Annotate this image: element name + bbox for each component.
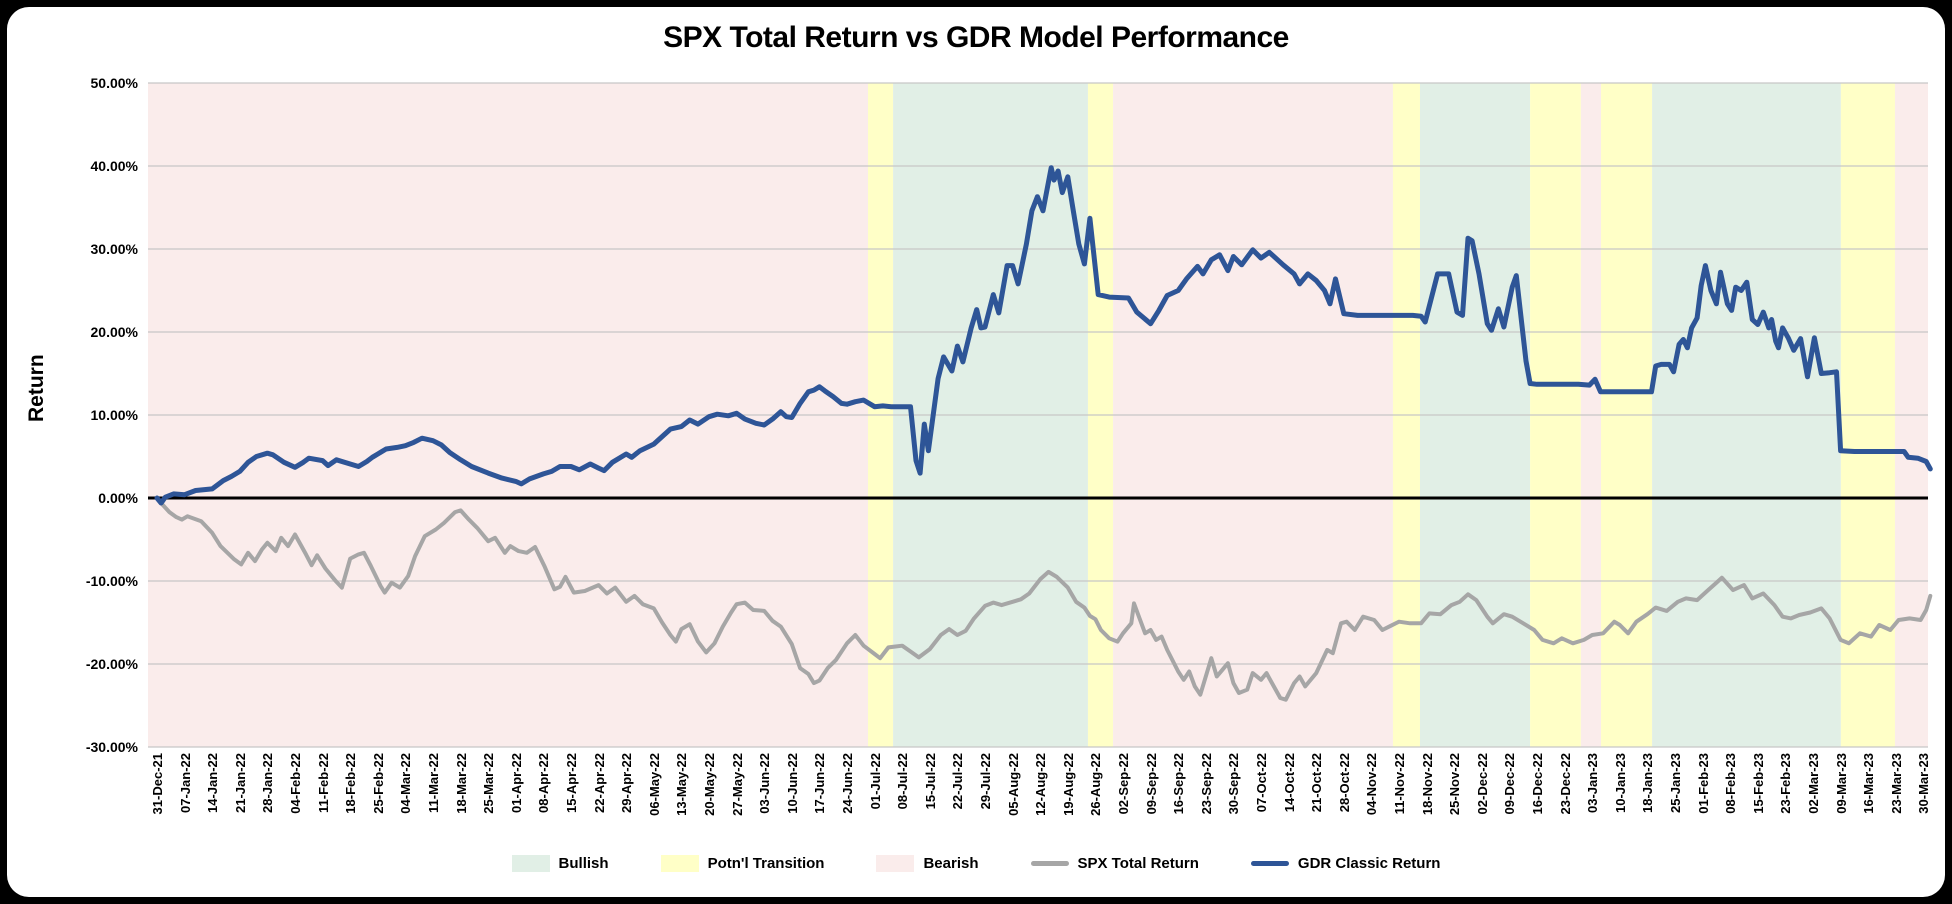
x-tick-label: 23-Sep-22 — [1198, 753, 1214, 815]
x-tick-label: 31-Dec-21 — [150, 753, 165, 815]
legend-item-spx-total-return: SPX Total Return — [1030, 855, 1199, 872]
legend-swatch — [660, 855, 699, 872]
x-tick-label: 23-Mar-23 — [1888, 753, 1904, 814]
x-tick-label: 18-Jan-23 — [1640, 753, 1656, 813]
x-tick-label: 10-Jan-23 — [1612, 753, 1628, 813]
x-tick-label: 09-Dec-22 — [1502, 753, 1518, 815]
legend-label: Bullish — [558, 855, 609, 872]
legend-label: SPX Total Return — [1077, 855, 1199, 872]
x-tick-label: 08-Feb-23 — [1723, 753, 1739, 814]
x-tick-label: 11-Mar-22 — [426, 753, 441, 813]
x-tick-label: 05-Aug-22 — [1005, 753, 1021, 816]
x-tick-label: 09-Sep-22 — [1143, 753, 1159, 815]
series-line-spx-total-return — [155, 496, 1933, 702]
x-tick-label: 18-Feb-22 — [343, 753, 359, 814]
x-tick-label: 13-May-22 — [674, 753, 690, 816]
y-tick-label: 40.00% — [90, 158, 138, 174]
x-tick-label: 23-Feb-23 — [1778, 753, 1794, 814]
x-tick-label: 07-Oct-22 — [1254, 753, 1269, 813]
x-tick-label: 01-Apr-22 — [508, 753, 524, 813]
x-tick-label: 25-Nov-22 — [1447, 753, 1463, 816]
y-tick-label: -30.00% — [85, 739, 138, 755]
x-tick-label: 30-Sep-22 — [1226, 753, 1242, 815]
x-tick-label: 22-Jul-22 — [950, 753, 966, 810]
y-tick-label: 50.00% — [90, 75, 138, 91]
y-tick-label: -20.00% — [85, 656, 138, 672]
x-tick-label: 16-Mar-23 — [1861, 753, 1877, 814]
x-tick-label: 09-Mar-23 — [1833, 753, 1849, 814]
y-tick-label: 30.00% — [90, 241, 138, 257]
y-tick-label: 10.00% — [90, 407, 138, 423]
x-tick-label: 15-Apr-22 — [564, 753, 579, 813]
x-tick-label: 19-Aug-22 — [1060, 753, 1076, 816]
x-tick-label: 30-Mar-23 — [1916, 753, 1932, 814]
legend-label: GDR Classic Return — [1297, 855, 1441, 872]
x-tick-label: 29-Apr-22 — [619, 753, 635, 813]
legend-swatch — [511, 855, 550, 872]
x-tick-label: 03-Jan-23 — [1585, 753, 1601, 813]
y-tick-label: -10.00% — [85, 573, 138, 589]
x-tick-label: 18-Mar-22 — [453, 753, 469, 814]
x-tick-label: 24-Jun-22 — [840, 753, 855, 814]
x-tick-label: 21-Oct-22 — [1309, 753, 1325, 813]
x-tick-label: 02-Dec-22 — [1474, 753, 1490, 815]
y-tick-label: 20.00% — [90, 324, 138, 340]
x-tick-label: 29-Jul-22 — [978, 753, 993, 810]
series-line-gdr-classic-return — [154, 165, 1933, 506]
x-tick-label: 01-Feb-23 — [1695, 753, 1711, 814]
y-tick-label: 0.00% — [98, 490, 138, 506]
x-tick-label: 11-Nov-22 — [1392, 753, 1407, 815]
x-tick-label: 10-Jun-22 — [784, 753, 800, 814]
x-tick-label: 21-Jan-22 — [232, 753, 248, 813]
legend-item-gdr-classic-return: GDR Classic Return — [1250, 855, 1441, 872]
legend-swatch — [1030, 861, 1069, 866]
legend-item-bullish: Bullish — [511, 855, 609, 872]
legend-label: Bearish — [923, 855, 979, 872]
x-tick-label: 04-Nov-22 — [1364, 753, 1380, 816]
x-tick-label: 28-Jan-22 — [260, 753, 276, 813]
x-tick-label: 08-Apr-22 — [536, 753, 552, 813]
x-tick-label: 04-Mar-22 — [398, 753, 414, 814]
x-tick-label: 27-May-22 — [729, 753, 745, 816]
legend: Bullish Potn'l Transition Bearish SPX Total… — [0, 855, 1952, 872]
x-tick-label: 14-Jan-22 — [205, 753, 221, 813]
chart-title: SPX Total Return vs GDR Model Performanc… — [663, 21, 1289, 54]
x-tick-label: 11-Feb-22 — [315, 753, 331, 813]
x-tick-label: 15-Feb-23 — [1750, 753, 1766, 814]
x-tick-label: 18-Nov-22 — [1419, 753, 1435, 816]
legend-swatch — [876, 855, 915, 872]
legend-swatch — [1250, 861, 1289, 866]
x-tick-label: 01-Jul-22 — [867, 753, 883, 810]
x-tick-label: 04-Feb-22 — [288, 753, 303, 814]
x-tick-label: 14-Oct-22 — [1281, 753, 1297, 813]
x-tick-label: 25-Jan-23 — [1668, 753, 1683, 813]
x-tick-label: 03-Jun-22 — [757, 753, 773, 814]
x-tick-label: 16-Dec-22 — [1530, 753, 1545, 815]
x-tick-label: 02-Sep-22 — [1116, 753, 1131, 815]
x-tick-label: 06-May-22 — [646, 753, 662, 816]
x-tick-label: 07-Jan-22 — [177, 753, 193, 813]
x-tick-label: 12-Aug-22 — [1033, 753, 1049, 816]
x-tick-label: 25-Mar-22 — [481, 753, 497, 814]
x-tick-label: 23-Dec-22 — [1557, 753, 1573, 815]
x-tick-label: 02-Mar-23 — [1806, 753, 1821, 814]
legend-label: Potn'l Transition — [707, 855, 825, 872]
x-tick-label: 28-Oct-22 — [1336, 753, 1352, 813]
x-tick-label: 26-Aug-22 — [1088, 753, 1104, 816]
x-tick-label: 15-Jul-22 — [922, 753, 938, 810]
x-tick-label: 16-Sep-22 — [1171, 753, 1187, 815]
legend-item-bearish: Bearish — [876, 855, 979, 872]
x-tick-label: 08-Jul-22 — [895, 753, 911, 810]
x-tick-label: 20-May-22 — [702, 753, 717, 816]
x-tick-label: 17-Jun-22 — [812, 753, 828, 814]
x-tick-label: 25-Feb-22 — [370, 753, 386, 814]
legend-item-potn-l-transition: Potn'l Transition — [660, 855, 825, 872]
x-tick-label: 22-Apr-22 — [591, 753, 607, 813]
